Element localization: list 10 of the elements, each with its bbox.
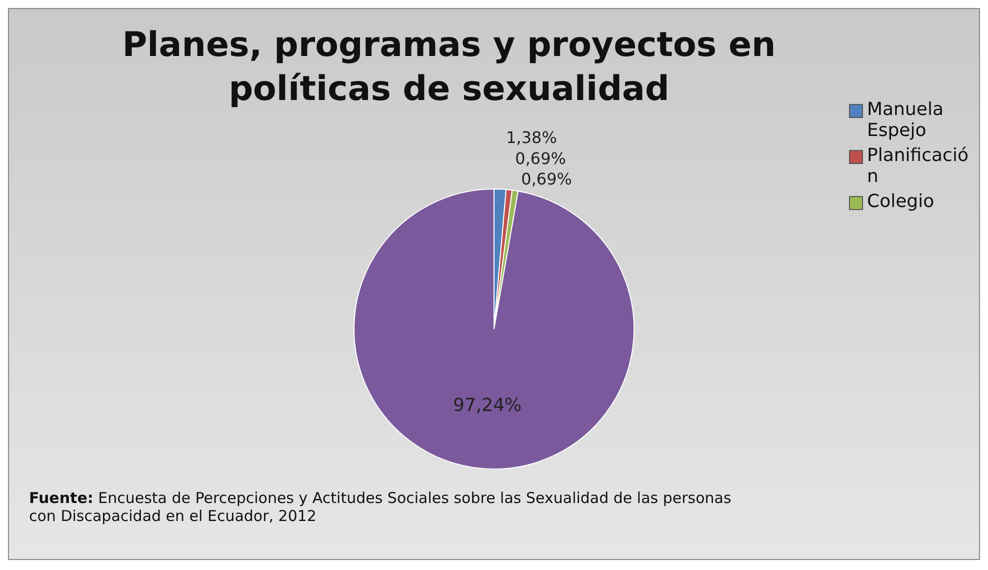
legend-label: Colegio — [867, 191, 934, 212]
data-label: 0,69% — [515, 148, 566, 168]
pie-slice — [354, 188, 634, 469]
data-label: 0,69% — [521, 170, 572, 189]
legend-label: Planificación — [867, 145, 969, 187]
data-label: 97,24% — [453, 395, 522, 416]
chart-title: Planes, programas y proyectos en políticas de sexualidad — [121, 24, 777, 111]
source-note: Fuente: Encuesta de Percepciones y Actitudes Sociales sobre las Sexualidad de las personas con Discapacidad en el Ecuador, 2012 — [29, 489, 732, 525]
data-label: 1,38% — [506, 128, 557, 148]
legend-label: Manuela Espejo — [867, 99, 944, 141]
